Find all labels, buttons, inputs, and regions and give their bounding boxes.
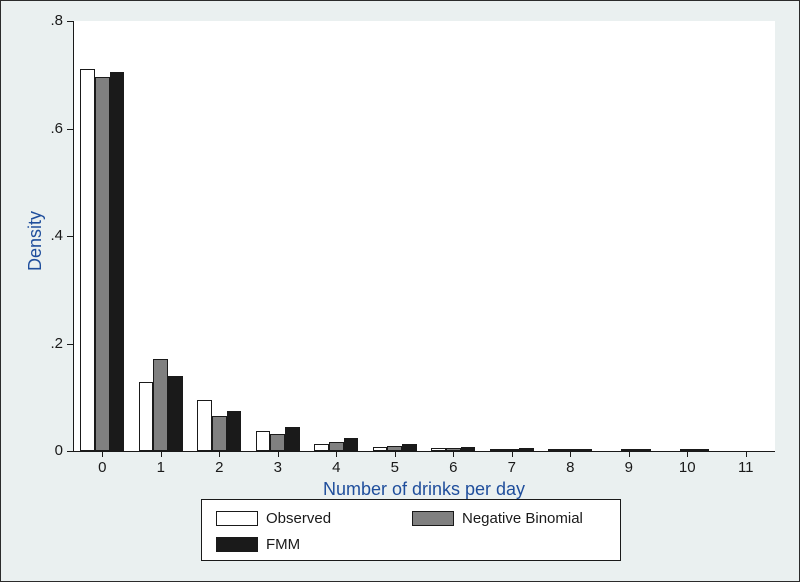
bar-fmm: [227, 411, 242, 451]
bar-fmm: [461, 447, 476, 451]
bar-observed: [373, 447, 388, 451]
bars-container: [73, 21, 775, 451]
x-tick-mark: [278, 451, 279, 457]
x-tick-mark: [102, 451, 103, 457]
x-tick-label: 9: [614, 459, 644, 476]
x-tick-mark: [512, 451, 513, 457]
y-tick-label: 0: [33, 442, 63, 459]
bar-observed: [490, 449, 505, 451]
bar-negative-binomial: [153, 359, 168, 451]
legend-label: Negative Binomial: [462, 510, 583, 527]
bar-fmm: [110, 72, 125, 451]
x-tick-label: 7: [497, 459, 527, 476]
legend-item: FMM: [216, 536, 300, 553]
bar-observed: [314, 444, 329, 451]
legend-swatch: [412, 511, 454, 526]
legend-swatch: [216, 511, 258, 526]
x-tick-label: 4: [321, 459, 351, 476]
bar-observed: [139, 382, 154, 451]
bar-fmm: [519, 448, 534, 451]
x-tick-label: 0: [87, 459, 117, 476]
bar-negative-binomial: [621, 449, 636, 451]
x-tick-label: 1: [146, 459, 176, 476]
x-tick-label: 11: [731, 459, 761, 476]
x-tick-label: 5: [380, 459, 410, 476]
bar-negative-binomial: [212, 416, 227, 451]
x-tick-label: 6: [438, 459, 468, 476]
y-axis-title: Density: [25, 211, 46, 271]
x-tick-mark: [395, 451, 396, 457]
y-tick-label: .6: [33, 120, 63, 137]
x-tick-label: 8: [555, 459, 585, 476]
bar-fmm: [578, 449, 593, 451]
x-tick-mark: [629, 451, 630, 457]
y-tick-mark: [67, 451, 73, 452]
x-tick-label: 10: [672, 459, 702, 476]
bar-negative-binomial: [95, 77, 110, 451]
chart-frame: 0.2.4.6.8 01234567891011 Density Number …: [0, 0, 800, 582]
bar-negative-binomial: [387, 446, 402, 451]
bar-negative-binomial: [504, 449, 519, 451]
legend-item: Observed: [216, 510, 331, 527]
legend-swatch: [216, 537, 258, 552]
y-tick-label: .8: [33, 12, 63, 29]
legend-box: Observed Negative Binomial FMM: [201, 499, 621, 561]
x-axis-line: [73, 451, 775, 452]
legend-item: Negative Binomial: [412, 510, 583, 527]
bar-observed: [256, 431, 271, 451]
bar-observed: [431, 448, 446, 451]
x-tick-mark: [453, 451, 454, 457]
x-tick-label: 2: [204, 459, 234, 476]
bar-observed: [197, 400, 212, 451]
legend-label: Observed: [266, 510, 331, 527]
bar-fmm: [636, 449, 651, 451]
bar-fmm: [695, 449, 710, 451]
bar-negative-binomial: [270, 434, 285, 451]
bar-observed: [548, 449, 563, 451]
y-tick-label: .2: [33, 335, 63, 352]
bar-observed: [80, 69, 95, 451]
bar-negative-binomial: [680, 449, 695, 451]
bar-fmm: [344, 438, 359, 451]
x-tick-label: 3: [263, 459, 293, 476]
bar-negative-binomial: [446, 448, 461, 451]
bar-fmm: [285, 427, 300, 451]
bar-negative-binomial: [329, 442, 344, 451]
bar-fmm: [402, 444, 417, 451]
x-tick-mark: [336, 451, 337, 457]
x-axis-title: Number of drinks per day: [73, 479, 775, 500]
bar-fmm: [168, 376, 183, 451]
x-tick-mark: [161, 451, 162, 457]
x-tick-mark: [746, 451, 747, 457]
legend-label: FMM: [266, 536, 300, 553]
x-tick-mark: [570, 451, 571, 457]
x-tick-mark: [219, 451, 220, 457]
bar-negative-binomial: [563, 449, 578, 451]
x-tick-mark: [687, 451, 688, 457]
